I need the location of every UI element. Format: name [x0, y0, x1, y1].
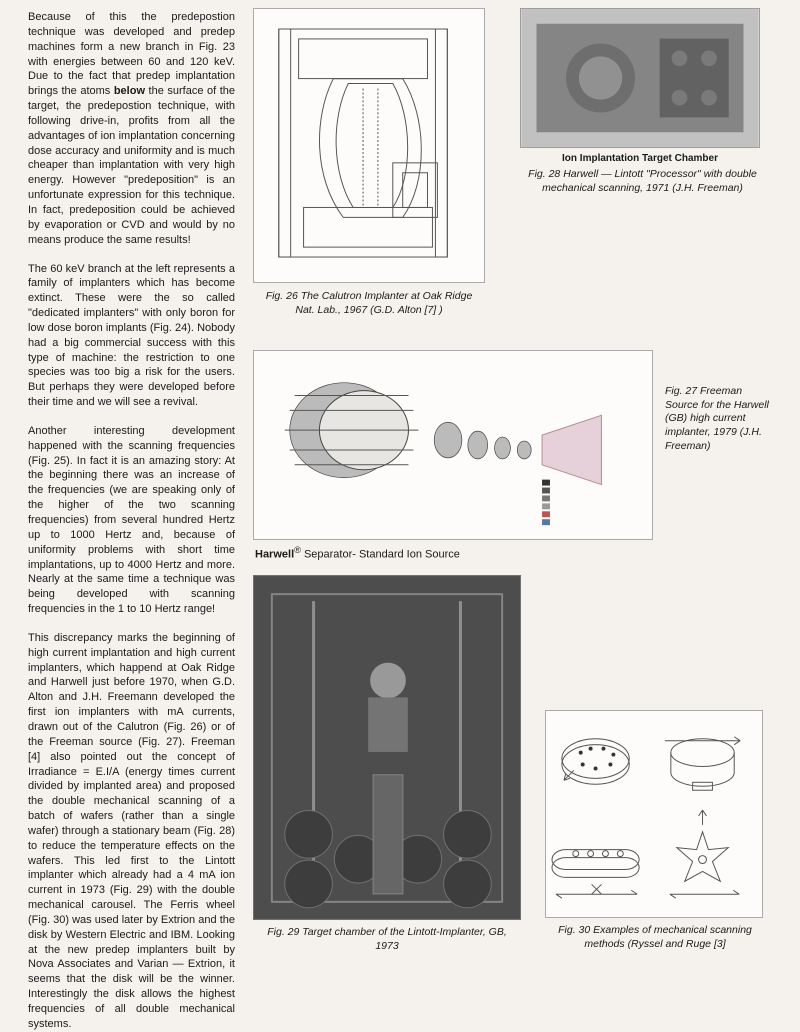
figure-27-label: Harwell® Separator- Standard Ion Source	[255, 544, 650, 563]
text-column: Because of this the predepostion techniq…	[0, 0, 245, 990]
figure-28-label: Ion Implantation Target Chamber	[530, 152, 750, 166]
paragraph-3: Another interesting development happened…	[28, 424, 235, 617]
scanning-methods-icon	[546, 711, 762, 917]
processor-photo-icon	[521, 9, 759, 147]
f27-rest: Separator- Standard Ion Source	[301, 549, 460, 561]
figure-26-caption: Fig. 26 The Calutron Implanter at Oak Ri…	[255, 290, 483, 317]
figure-27	[253, 350, 653, 540]
figure-29	[253, 575, 521, 920]
figure-28-caption: Fig. 28 Harwell — Lintott "Processor" wi…	[525, 168, 760, 195]
figure-30-caption: Fig. 30 Examples of mechanical scanning …	[548, 924, 762, 951]
figure-30	[545, 710, 763, 918]
p1-b: the surface of the target, the predepost…	[28, 85, 235, 245]
paragraph-4: This discrepancy marks the beginning of …	[28, 631, 235, 1032]
ion-source-drawing-icon	[254, 351, 652, 539]
f27-mark: ®	[294, 545, 301, 555]
calutron-drawing-icon	[254, 9, 484, 282]
figures-column: Fig. 26 The Calutron Implanter at Oak Ri…	[245, 0, 800, 990]
figure-28	[520, 8, 760, 148]
figure-27-caption: Fig. 27 Freeman Source for the Harwell (…	[665, 385, 770, 453]
f27-brand: Harwell	[255, 549, 294, 561]
paragraph-1: Because of this the predepostion techniq…	[28, 10, 235, 248]
figure-29-caption: Fig. 29 Target chamber of the Lintott-Im…	[257, 926, 517, 953]
p1-bold: below	[114, 85, 145, 97]
lintott-chamber-photo-icon	[254, 576, 520, 919]
page: Because of this the predepostion techniq…	[0, 0, 800, 990]
paragraph-2: The 60 keV branch at the left represents…	[28, 262, 235, 410]
figure-26	[253, 8, 485, 283]
